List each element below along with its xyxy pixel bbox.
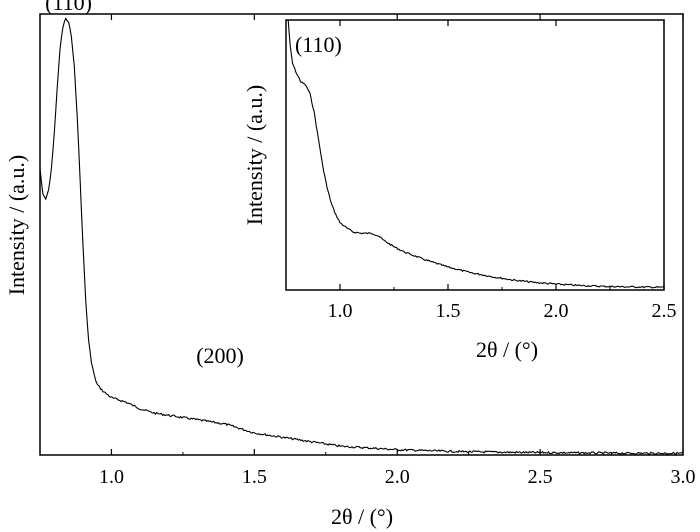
main-x-tick-label: 2.0	[385, 466, 410, 488]
main-peak-label: (110)	[45, 0, 92, 15]
main-x-tick-label: 1.5	[242, 466, 267, 488]
main-x-tick-label: 3.0	[671, 466, 696, 488]
main-peak-label: (200)	[196, 343, 244, 368]
main-frame	[39, 13, 684, 456]
main-x-tick-label: 2.5	[528, 466, 553, 488]
main-x-tick-label: 1.0	[99, 466, 124, 488]
main-chart: Intensity / (a.u.) 2θ / (°) 1.0 1.5 2.0 2.5…	[4, 0, 696, 529]
inset-x-tick-label: 1.5	[436, 300, 461, 322]
inset-chart: Intensity / (a.u.) 2θ / (°) 1.0 1.5 2.0 2.5…	[242, 19, 677, 362]
main-y-axis-label: Intensity / (a.u.)	[4, 155, 29, 296]
main-x-axis-label: 2θ / (°)	[331, 504, 393, 529]
inset-x-tick-label: 2.5	[652, 300, 677, 322]
main-series-line	[39, 17, 684, 456]
inset-frame	[285, 19, 665, 291]
inset-y-axis-label: Intensity / (a.u.)	[242, 85, 267, 226]
inset-x-axis-label: 2θ / (°)	[476, 337, 538, 362]
inset-peak-label: (110)	[295, 32, 342, 57]
inset-x-tick-label: 2.0	[544, 300, 569, 322]
inset-series-line	[287, 19, 665, 289]
inset-x-tick-label: 1.0	[328, 300, 353, 322]
